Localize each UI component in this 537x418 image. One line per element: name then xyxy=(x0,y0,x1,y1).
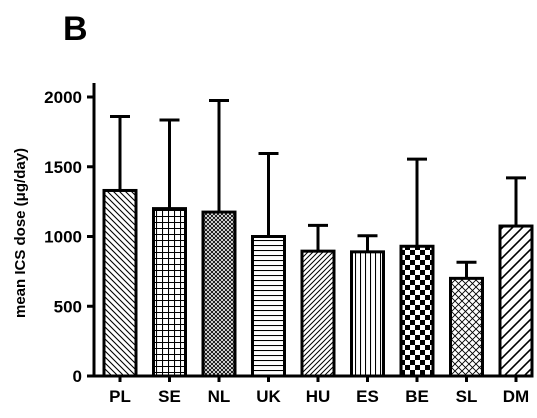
bar-es xyxy=(350,250,385,378)
y-tick-label: 2000 xyxy=(44,88,82,107)
bar-uk xyxy=(251,235,286,378)
x-tick-label-nl: NL xyxy=(208,387,231,406)
bars-layer xyxy=(102,188,534,378)
bar-sl xyxy=(449,276,484,378)
x-tick-label-dm: DM xyxy=(503,387,529,406)
x-tick-label-hu: HU xyxy=(306,387,331,406)
y-tick-label: 1000 xyxy=(44,228,82,247)
x-tick-label-es: ES xyxy=(356,387,379,406)
bar-se xyxy=(152,207,187,378)
bar-dm xyxy=(498,224,534,378)
bar-hu xyxy=(300,249,336,378)
x-axis: PL SE NL UK HU ES BE SL DM xyxy=(92,374,530,406)
y-axis: 0 500 1000 1500 2000 xyxy=(44,83,96,386)
bar-be xyxy=(399,244,435,378)
x-tick-label-be: BE xyxy=(405,387,429,406)
y-tick-label: 500 xyxy=(54,297,82,316)
bar-pl xyxy=(102,188,138,378)
bar-nl xyxy=(201,210,237,378)
x-tick-label-pl: PL xyxy=(109,387,131,406)
error-bars-layer xyxy=(110,98,526,279)
x-tick-label-sl: SL xyxy=(456,387,478,406)
x-tick-label-se: SE xyxy=(158,387,181,406)
y-axis-title: mean ICS dose (μg/day) xyxy=(12,148,29,318)
panel-label: B xyxy=(63,10,88,48)
y-tick-label: 0 xyxy=(73,367,82,386)
y-tick-label: 1500 xyxy=(44,158,82,177)
x-tick-label-uk: UK xyxy=(256,387,281,406)
